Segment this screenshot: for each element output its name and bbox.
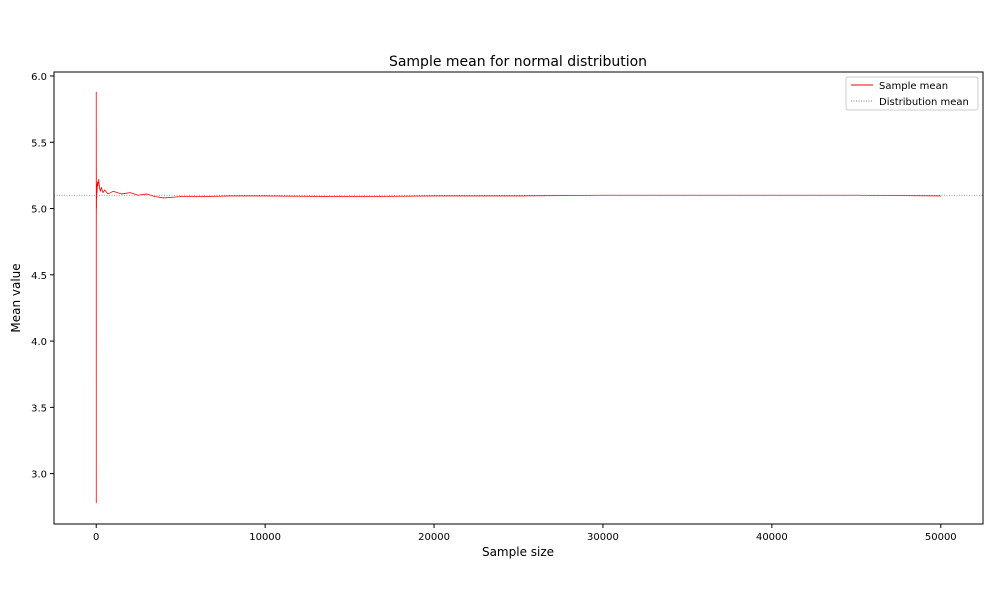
x-tick-label: 0: [93, 532, 99, 543]
sample-mean-line: [95, 91, 941, 504]
x-axis-label: Sample size: [482, 545, 554, 559]
y-axis-label: Mean value: [9, 263, 23, 332]
legend-label-distribution-mean: Distribution mean: [879, 97, 969, 108]
x-tick-label: 20000: [418, 532, 450, 543]
y-tick-label: 4.5: [31, 271, 47, 282]
legend-box: [845, 76, 979, 111]
x-tick-label: 10000: [249, 532, 281, 543]
axis-ticks: 0 10000 20000 30000 40000 50000 3.0 3.5 4.0 4.5 5.…: [31, 72, 957, 543]
y-tick-label: 5.0: [31, 205, 47, 216]
chart-title: Sample mean for normal distribution: [389, 54, 647, 70]
legend: Sample mean Distribution mean: [845, 76, 979, 111]
series-lines: [54, 91, 983, 504]
y-tick-label: 3.5: [31, 403, 47, 414]
plot-area-frame: [53, 71, 984, 525]
y-tick-label: 5.5: [31, 138, 47, 149]
x-tick-label: 30000: [587, 532, 619, 543]
y-tick-label: 3.0: [31, 470, 47, 481]
legend-label-sample-mean: Sample mean: [879, 81, 948, 92]
y-tick-label: 4.0: [31, 337, 47, 348]
x-tick-label: 40000: [756, 532, 788, 543]
x-tick-label: 50000: [925, 532, 957, 543]
y-tick-label: 6.0: [31, 72, 47, 83]
